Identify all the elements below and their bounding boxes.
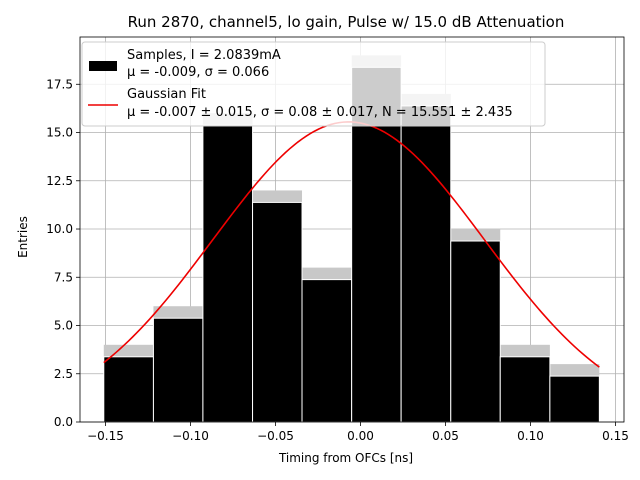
histogram-bar-3 <box>252 201 303 423</box>
x-tick-label-4: 0.05 <box>432 429 459 443</box>
histogram-bar-1 <box>152 317 204 423</box>
legend-samples-swatch <box>89 61 117 71</box>
histogram-bar-2 <box>202 124 254 423</box>
x-tick-label-5: 0.10 <box>517 429 544 443</box>
x-tick-label-3: 0.00 <box>347 429 374 443</box>
x-axis-ticks: −0.15 −0.10 −0.05 0.00 0.05 0.10 0.15 <box>87 422 629 443</box>
axes <box>79 36 625 423</box>
legend-frame <box>81 41 546 127</box>
x-axis-label: Timing from OFCs [ns] <box>278 451 413 465</box>
histogram-bar-0 <box>103 356 154 423</box>
histogram-bar-6 <box>400 105 452 423</box>
plot-frame <box>79 36 625 423</box>
legend-samples-label: Samples, I = 2.0839mA <box>127 48 281 63</box>
y-tick-label-0: 0.0 <box>54 415 73 429</box>
x-tick-label-2: −0.05 <box>257 429 294 443</box>
y-tick-label-5: 12.5 <box>46 174 73 188</box>
legend: Samples, I = 2.0839mA μ = -0.009, σ = 0.… <box>81 41 546 127</box>
histogram-bar-4 <box>301 279 353 423</box>
x-tick-label-1: −0.10 <box>172 429 209 443</box>
y-tick-label-6: 15.0 <box>46 126 73 140</box>
legend-samples-stats: μ = -0.009, σ = 0.066 <box>127 65 269 80</box>
y-tick-label-1: 2.5 <box>54 367 73 381</box>
histogram-bar-9 <box>549 375 600 423</box>
y-tick-label-7: 17.5 <box>46 77 73 91</box>
y-axis-label: Entries <box>16 216 30 258</box>
y-tick-label-4: 10.0 <box>46 222 73 236</box>
histogram-bar-7 <box>450 240 501 423</box>
x-tick-label-6: 0.15 <box>602 429 629 443</box>
x-tick-label-0: −0.15 <box>87 429 124 443</box>
legend-fit-label: Gaussian Fit <box>127 87 206 102</box>
chart-title: Run 2870, channel5, lo gain, Pulse w/ 15… <box>128 13 565 31</box>
legend-fit-stats: μ = -0.007 ± 0.015, σ = 0.08 ± 0.017, N … <box>127 105 513 120</box>
histogram-bar-8 <box>499 356 551 423</box>
y-axis-ticks: 0.0 2.5 5.0 7.5 10.0 12.5 15.0 17.5 <box>46 77 80 429</box>
y-tick-label-2: 5.0 <box>54 319 73 333</box>
y-tick-label-3: 7.5 <box>54 270 73 284</box>
